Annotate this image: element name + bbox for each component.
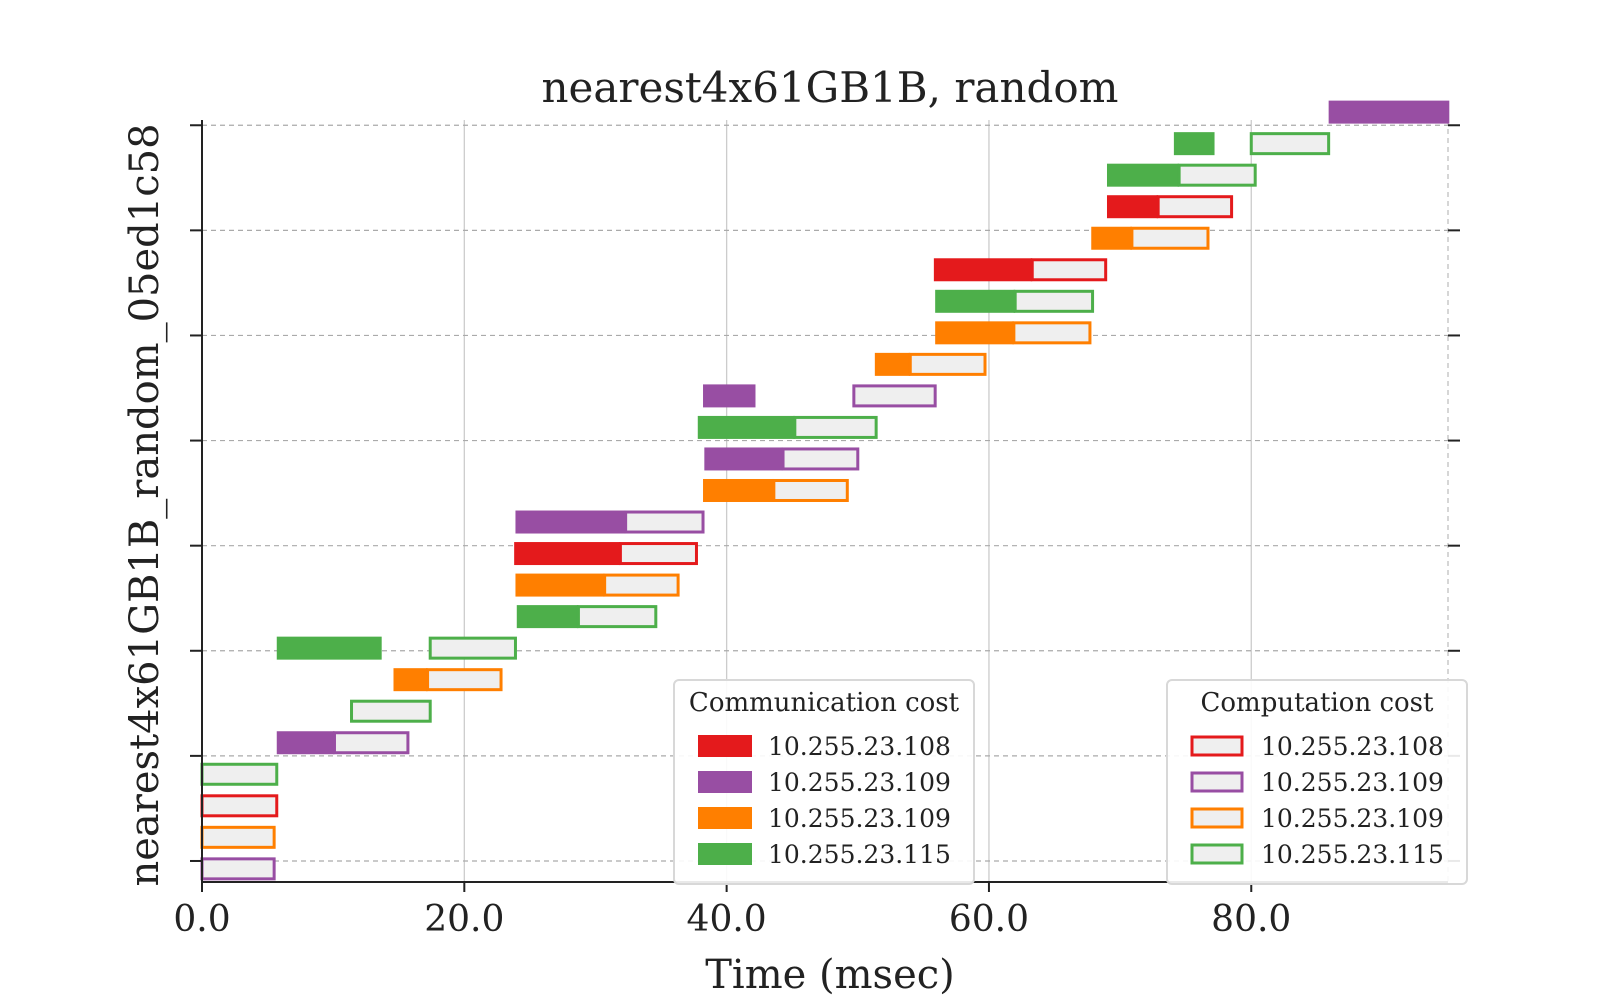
legend-label: 10.255.23.108 (1261, 732, 1444, 761)
legend-frame (1166, 679, 1468, 885)
legend-frame (673, 679, 975, 885)
computation-bar (426, 668, 503, 692)
x-tick-labels: 0.0 20.0 40.0 60.0 80.0 (173, 899, 1291, 940)
x-tick-label: 60.0 (949, 899, 1029, 940)
x-axis-label: Time (msec) (705, 952, 955, 998)
legend-label: 10.255.23.115 (1261, 840, 1444, 869)
computation-bar (624, 510, 705, 534)
communication-bar (393, 668, 428, 692)
legend-communication-cost: Communication cost 10.255.23.108 10.255.23… (673, 679, 975, 885)
x-tick-label: 20.0 (424, 899, 504, 940)
legend-swatch (698, 843, 752, 865)
communication-bar (704, 447, 784, 471)
computation-bar (793, 415, 878, 439)
communication-bar (1091, 226, 1132, 250)
computation-bar (908, 352, 987, 376)
computation-bar (200, 825, 276, 849)
communication-bar (933, 258, 1033, 282)
legend-label: 10.255.23.115 (768, 840, 951, 869)
chart-title: nearest4x61GB1B, random (541, 63, 1118, 112)
computation-bar (200, 857, 276, 881)
legend-swatch (698, 735, 752, 757)
legend-title: Communication cost (689, 688, 960, 718)
computation-bar (200, 794, 279, 818)
computation-bar (1177, 163, 1257, 187)
legend-swatch (1190, 843, 1244, 865)
legend-title: Computation cost (1201, 688, 1435, 718)
legend-swatch (1190, 735, 1244, 757)
legend-swatch (698, 771, 752, 793)
computation-bar (332, 731, 410, 755)
legend-label: 10.255.23.109 (768, 768, 951, 797)
communication-bar (276, 636, 382, 660)
x-tick-label: 0.0 (173, 899, 230, 940)
bars (200, 100, 1450, 881)
computation-bar (1249, 132, 1331, 156)
x-tick-label: 40.0 (687, 899, 767, 940)
computation-bar (1012, 321, 1092, 345)
communication-bar (1328, 100, 1450, 124)
communication-bar (515, 510, 626, 534)
x-tick-label: 80.0 (1211, 899, 1291, 940)
legend-label: 10.255.23.109 (1261, 804, 1444, 833)
computation-bar (772, 478, 849, 502)
computation-bar (1156, 195, 1234, 219)
y-axis-label: nearest4x61GB1B_random_05ed1c58 (122, 123, 168, 886)
communication-bar (874, 352, 911, 376)
computation-bar (428, 636, 517, 660)
communication-bar (935, 289, 1016, 313)
legend-swatch (1190, 807, 1244, 829)
communication-bar (515, 573, 605, 597)
communication-bar (697, 415, 795, 439)
communication-bar (516, 605, 579, 629)
computation-bar (200, 762, 279, 786)
legend-label: 10.255.23.108 (768, 732, 951, 761)
legend-computation-cost: Computation cost 10.255.23.108 10.255.23.1… (1166, 679, 1468, 885)
computation-bar (1130, 226, 1210, 250)
computation-bar (350, 699, 432, 723)
computation-bar (781, 447, 860, 471)
communication-bar (276, 731, 335, 755)
computation-bar (1030, 258, 1108, 282)
communication-bar (1106, 163, 1180, 187)
legend-label: 10.255.23.109 (768, 804, 951, 833)
computation-bar (852, 384, 937, 408)
legend-swatch (698, 807, 752, 829)
computation-bar (1013, 289, 1095, 313)
legend-label: 10.255.23.109 (1261, 768, 1444, 797)
computation-bar (618, 542, 698, 566)
communication-bar (703, 478, 774, 502)
computation-bar (576, 605, 658, 629)
communication-bar (514, 542, 621, 566)
communication-bar (1173, 132, 1215, 156)
legend-swatch (1190, 771, 1244, 793)
communication-bar (1106, 195, 1159, 219)
computation-bar (603, 573, 680, 597)
communication-bar (703, 384, 756, 408)
communication-bar (935, 321, 1014, 345)
